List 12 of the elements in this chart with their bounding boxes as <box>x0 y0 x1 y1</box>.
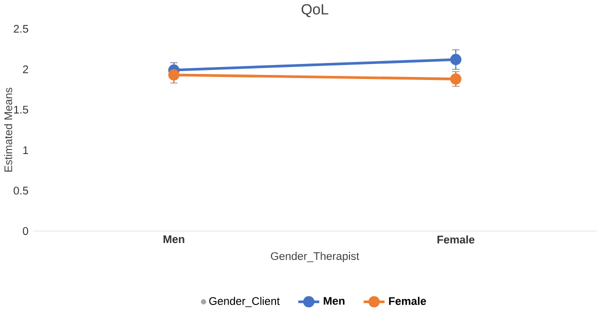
y-tick-label: 0 <box>22 227 28 236</box>
y-tick-label: 1.5 <box>14 106 28 114</box>
y-tick-label: 2.5 <box>14 25 28 33</box>
y-tick-label: 0.5 <box>14 186 28 195</box>
legend-label: Men <box>324 297 344 305</box>
y-tick-label: 2 <box>23 66 28 74</box>
y-tick-label: 1 <box>23 146 28 154</box>
x-axis-title: Gender_Therapist <box>270 252 360 262</box>
y-axis-title: Estimated Means <box>4 88 12 172</box>
legend-label: Female <box>389 297 426 306</box>
legend-title: Gender_Client <box>209 297 280 308</box>
chart-title: QoL <box>302 4 328 18</box>
